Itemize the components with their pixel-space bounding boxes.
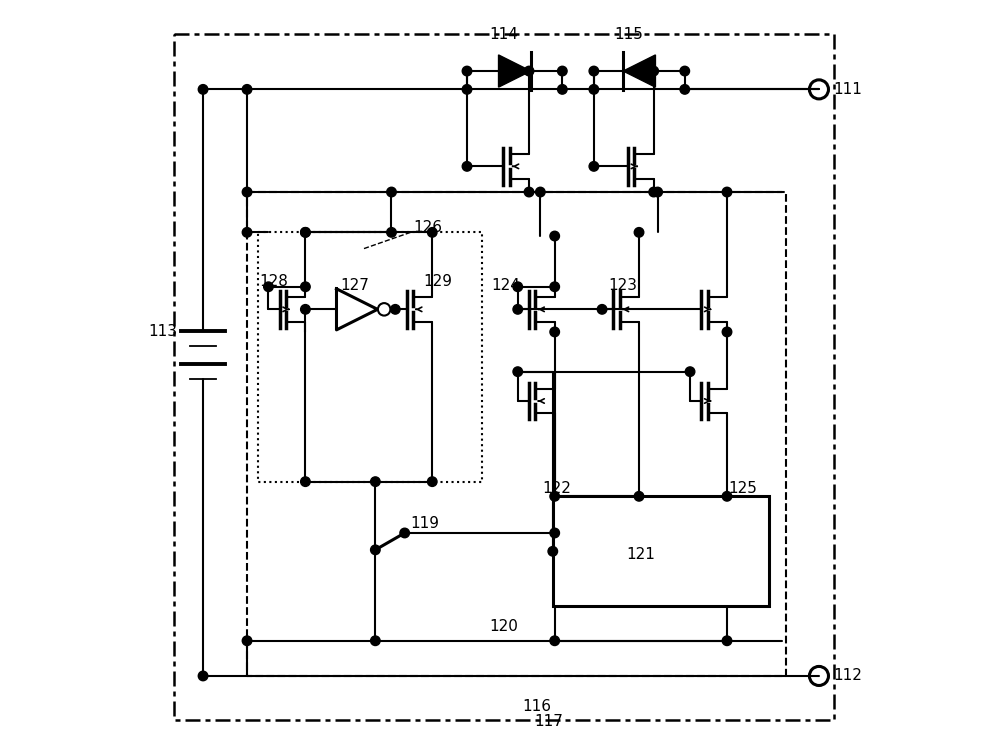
Circle shape — [722, 328, 732, 336]
Circle shape — [242, 227, 252, 237]
Circle shape — [462, 85, 472, 94]
Text: 121: 121 — [626, 548, 655, 562]
Circle shape — [722, 187, 732, 197]
Circle shape — [387, 187, 396, 197]
Circle shape — [649, 187, 658, 197]
Text: 127: 127 — [340, 278, 369, 294]
Circle shape — [550, 231, 559, 241]
Circle shape — [589, 66, 599, 76]
Circle shape — [378, 303, 390, 316]
Text: 117: 117 — [534, 714, 563, 729]
Circle shape — [634, 227, 644, 237]
Circle shape — [722, 492, 732, 501]
Circle shape — [371, 545, 380, 555]
Circle shape — [548, 547, 558, 556]
Text: 116: 116 — [522, 699, 551, 714]
Text: 124: 124 — [491, 278, 520, 294]
Text: 125: 125 — [729, 481, 758, 497]
Text: 129: 129 — [423, 274, 452, 289]
Polygon shape — [499, 55, 531, 87]
Circle shape — [685, 367, 695, 376]
Circle shape — [400, 528, 409, 538]
Text: 115: 115 — [614, 27, 643, 42]
Circle shape — [427, 477, 437, 486]
Circle shape — [264, 282, 273, 291]
Circle shape — [301, 227, 310, 237]
Circle shape — [242, 187, 252, 197]
Circle shape — [589, 162, 599, 171]
Circle shape — [301, 227, 310, 237]
Circle shape — [524, 187, 534, 197]
Text: 120: 120 — [489, 618, 518, 634]
Circle shape — [387, 227, 396, 237]
Text: 126: 126 — [413, 220, 442, 235]
Circle shape — [242, 85, 252, 94]
Polygon shape — [623, 55, 655, 87]
Circle shape — [550, 282, 559, 291]
Circle shape — [649, 66, 658, 76]
Text: 123: 123 — [609, 278, 638, 294]
Circle shape — [371, 477, 380, 486]
Circle shape — [462, 162, 472, 171]
Text: 128: 128 — [260, 274, 288, 289]
Circle shape — [558, 66, 567, 76]
Circle shape — [524, 66, 534, 76]
Circle shape — [550, 636, 559, 645]
Bar — [553, 496, 769, 606]
Circle shape — [198, 85, 208, 94]
Text: 111: 111 — [834, 82, 862, 97]
Text: 122: 122 — [543, 481, 571, 497]
Circle shape — [550, 492, 559, 501]
Circle shape — [198, 671, 208, 681]
Circle shape — [597, 305, 607, 314]
Circle shape — [550, 528, 559, 538]
Circle shape — [462, 66, 472, 76]
Circle shape — [301, 282, 310, 291]
Circle shape — [558, 85, 567, 94]
Circle shape — [589, 85, 599, 94]
Circle shape — [513, 305, 523, 314]
Circle shape — [427, 227, 437, 237]
Circle shape — [680, 85, 690, 94]
Circle shape — [634, 492, 644, 501]
Circle shape — [242, 636, 252, 645]
Circle shape — [391, 305, 400, 314]
Circle shape — [680, 66, 690, 76]
Circle shape — [722, 636, 732, 645]
Circle shape — [550, 328, 559, 336]
Circle shape — [513, 282, 523, 291]
Circle shape — [653, 187, 662, 197]
Circle shape — [513, 367, 523, 376]
Text: 114: 114 — [489, 27, 518, 42]
Circle shape — [371, 636, 380, 645]
Circle shape — [301, 305, 310, 314]
Circle shape — [536, 187, 545, 197]
Circle shape — [301, 477, 310, 486]
Text: 119: 119 — [411, 516, 440, 531]
Text: 112: 112 — [834, 668, 862, 684]
Text: 113: 113 — [148, 324, 177, 339]
